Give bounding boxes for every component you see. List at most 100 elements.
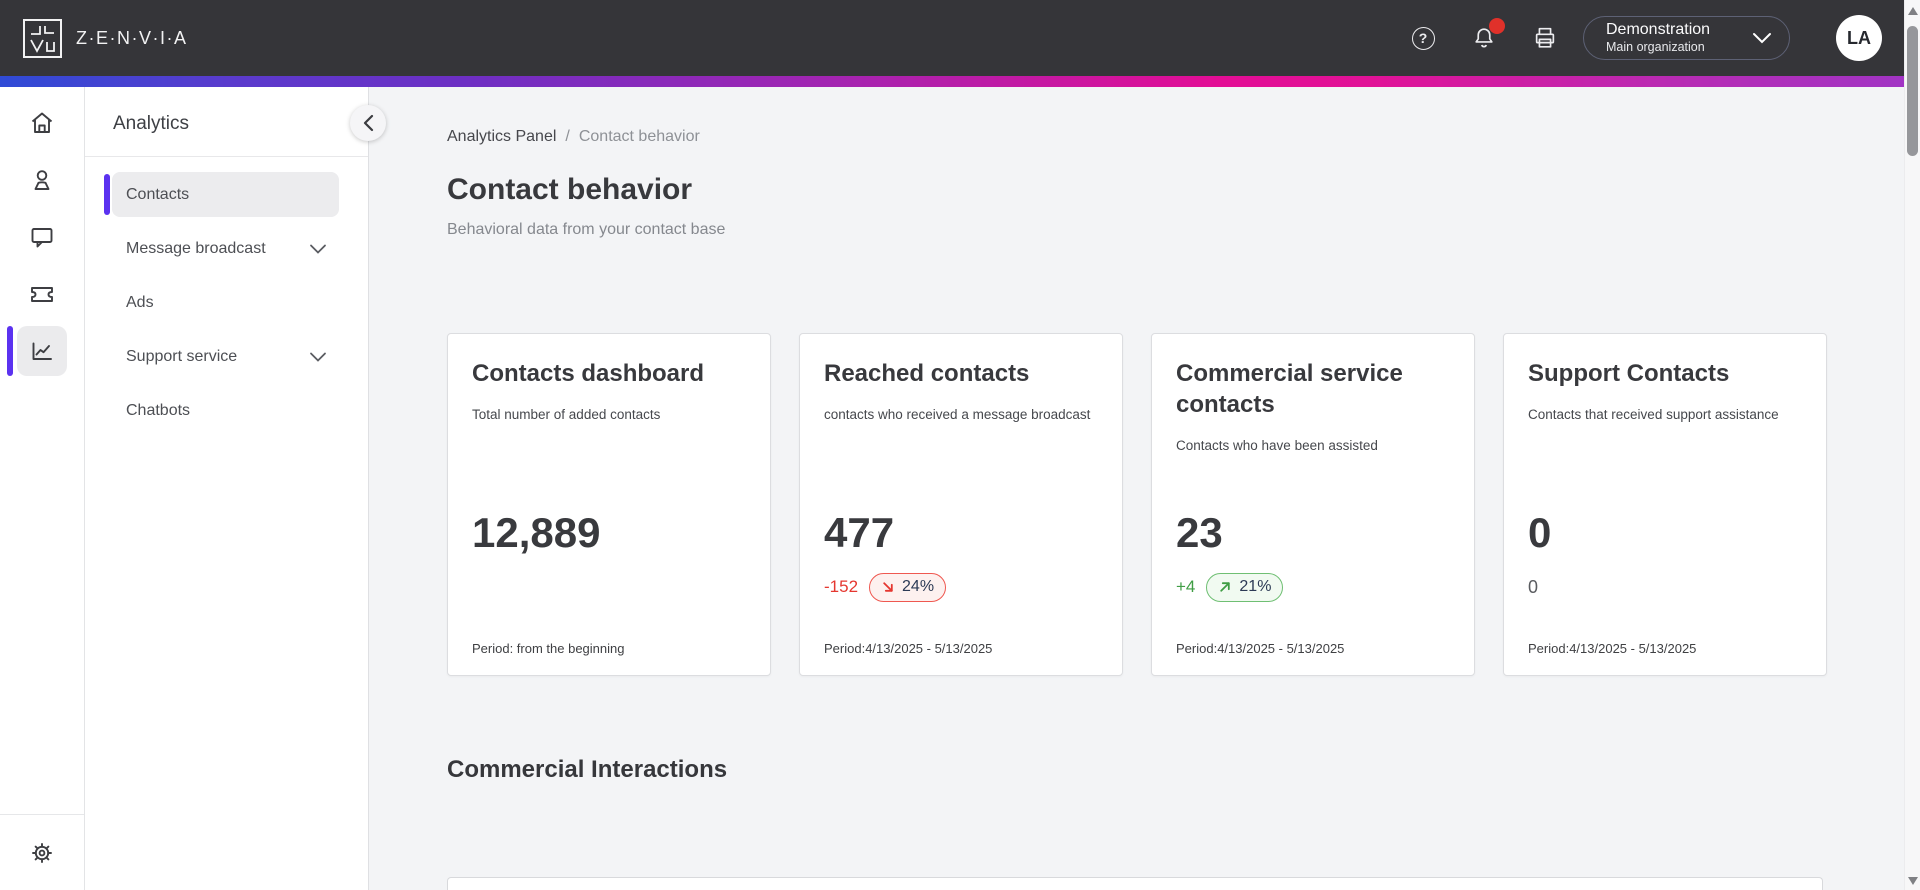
notifications-button[interactable] [1470, 18, 1505, 52]
user-avatar[interactable]: LA [1836, 15, 1882, 61]
delta-value: +4 [1176, 577, 1196, 596]
organization-name: Demonstration [1606, 21, 1711, 39]
ticket-icon [31, 287, 53, 302]
person-icon [34, 170, 50, 190]
brand-name: Z·E·N·V·I·A [76, 27, 188, 48]
card-period: Period:4/13/2025 - 5/13/2025 [824, 641, 993, 656]
bell-icon [1475, 28, 1493, 48]
icon-rail [0, 87, 85, 890]
organization-labels: Demonstration Main organization [1606, 20, 1710, 56]
percent-badge: 24% [869, 572, 947, 602]
scrollbar-up-arrow[interactable] [1907, 7, 1918, 15]
menu-item-label: Support service [126, 347, 238, 365]
arrow-down-right-icon [883, 582, 893, 592]
topbar-actions: ? [1409, 15, 1882, 61]
card-period: Period:4/13/2025 - 5/13/2025 [1176, 641, 1345, 656]
menu-item-support-service[interactable]: Support service [112, 334, 339, 379]
brand-gradient-bar [0, 76, 1904, 87]
menu-item-label: Chatbots [126, 401, 191, 419]
card-reached-contacts: Reached contacts contacts who received a… [799, 333, 1123, 676]
card-title: Reached contacts [824, 360, 1030, 387]
menu-item-ads[interactable]: Ads [112, 280, 339, 325]
organization-selector[interactable]: Demonstration Main organization [1583, 16, 1790, 60]
card-value: 12,889 [472, 509, 601, 556]
card-commercial-service-contacts: Commercial service contacts Contacts who… [1151, 333, 1475, 676]
main-content: Analytics Panel / Contact behavior Conta… [369, 87, 1904, 890]
page-title: Contact behavior [447, 173, 693, 206]
analytics-panel: Analytics Contacts Message broadcast [85, 87, 386, 890]
menu-item-label: Contacts [126, 185, 190, 203]
active-indicator [104, 174, 110, 215]
stat-cards-row: Contacts dashboard Total number of added… [447, 333, 1827, 676]
card-value: 23 [1176, 509, 1223, 556]
rail-item-analytics[interactable] [7, 326, 67, 376]
delta-value: -152 [824, 577, 859, 596]
card-delta-row: +4 21% [1176, 572, 1284, 602]
breadcrumb-parent-link[interactable]: Analytics Panel [447, 128, 557, 145]
card-description: Total number of added contacts [472, 407, 661, 422]
panel-divider [85, 156, 368, 157]
menu-item-chatbots[interactable]: Chatbots [112, 388, 339, 433]
section-title-commercial-interactions: Commercial Interactions [447, 756, 728, 783]
percent-value: 24% [902, 578, 935, 595]
breadcrumb-current: Contact behavior [578, 128, 700, 145]
rail-item-settings[interactable] [17, 828, 67, 878]
card-description: Contacts who have been assisted [1176, 438, 1378, 453]
card-delta-row: -152 24% [824, 572, 947, 602]
percent-badge: 21% [1206, 572, 1284, 602]
print-button[interactable] [1531, 24, 1559, 52]
topbar: Z·E·N·V·I·A ? [0, 0, 1904, 76]
rail-item-tickets[interactable] [17, 269, 67, 319]
card-value: 477 [824, 509, 895, 556]
card-title: Contacts dashboard [472, 360, 705, 387]
menu-item-label: Message broadcast [126, 239, 266, 257]
scrollbar-thumb[interactable] [1907, 26, 1918, 156]
chat-bubble-icon [31, 228, 53, 248]
page-scrollbar[interactable] [1904, 0, 1920, 890]
chevron-left-icon [363, 114, 374, 132]
scrollbar-down-arrow[interactable] [1908, 877, 1918, 885]
collapse-panel-button[interactable] [350, 105, 386, 141]
menu-item-message-broadcast[interactable]: Message broadcast [112, 226, 339, 271]
card-title: Support Contacts [1528, 360, 1730, 387]
chevron-down-icon [310, 352, 326, 362]
next-section-card-partial [447, 877, 1823, 890]
help-button[interactable]: ? [1409, 24, 1437, 52]
panel-menu: Contacts Message broadcast Ads Support s… [85, 157, 368, 433]
card-contacts-dashboard: Contacts dashboard Total number of added… [447, 333, 771, 676]
rail-item-conversations[interactable] [17, 212, 67, 262]
brand: Z·E·N·V·I·A [22, 18, 187, 59]
card-description: Contacts that received support assistanc… [1528, 407, 1779, 422]
arrow-up-right-icon [1220, 582, 1231, 592]
percent-value: 21% [1239, 578, 1272, 595]
card-period: Period: from the beginning [472, 641, 625, 656]
card-title: Commercial service contacts [1176, 360, 1403, 418]
menu-item-label: Ads [126, 293, 154, 311]
rail-item-contacts[interactable] [17, 155, 67, 205]
rail-item-home[interactable] [17, 98, 67, 148]
rail-bottom [0, 814, 84, 890]
help-icon: ? [1411, 26, 1435, 50]
gear-icon [32, 842, 52, 863]
line-chart-icon [32, 342, 52, 360]
organization-subtitle: Main organization [1606, 40, 1705, 55]
home-icon [31, 112, 53, 133]
page-subtitle: Behavioral data from your contact base [447, 221, 726, 238]
chevron-down-icon [1753, 33, 1771, 44]
breadcrumb-separator: / [565, 128, 570, 145]
card-secondary-value: 0 [1528, 576, 1539, 597]
active-indicator [7, 326, 13, 376]
card-description: contacts who received a message broadcas… [824, 407, 1091, 422]
menu-item-contacts[interactable]: Contacts [104, 172, 339, 217]
chevron-down-icon [310, 244, 326, 254]
breadcrumb: Analytics Panel / Contact behavior [447, 127, 1827, 146]
zenvia-logo-icon [23, 18, 62, 58]
printer-icon [1535, 27, 1555, 48]
card-value: 0 [1528, 509, 1552, 556]
card-period: Period:4/13/2025 - 5/13/2025 [1528, 641, 1697, 656]
notification-badge-dot [1489, 18, 1505, 34]
card-delta-row: 0 [1528, 572, 1538, 602]
body: Analytics Contacts Message broadcast [0, 87, 1904, 890]
